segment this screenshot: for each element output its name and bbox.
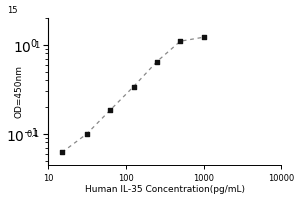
X-axis label: Human IL-35 Concentration(pg/mL): Human IL-35 Concentration(pg/mL) (85, 185, 245, 194)
Point (201, 36, 206, 39)
Point (178, 40, 183, 43)
Point (154, 60, 159, 63)
Y-axis label: OD=450nm: OD=450nm (14, 65, 23, 118)
Point (108, 108, 112, 112)
Text: 15: 15 (8, 6, 18, 15)
Point (131, 85, 136, 88)
Point (60, 151, 64, 154)
Point (85, 132, 89, 135)
